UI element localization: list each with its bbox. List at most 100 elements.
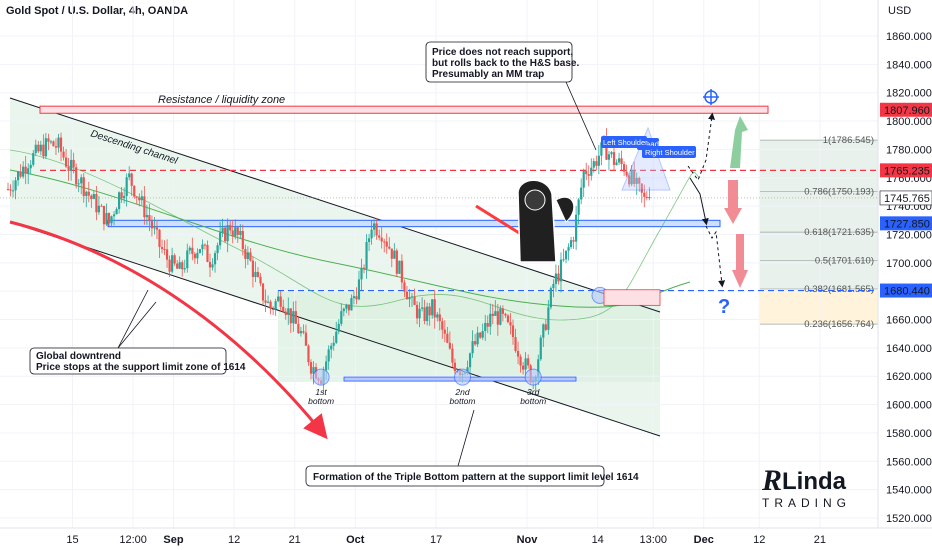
top-note-pointer — [565, 81, 597, 151]
candle-body — [282, 306, 285, 312]
candle-body — [330, 345, 333, 350]
candle-body — [597, 155, 600, 166]
price-tag-label: 1765.235 — [884, 165, 930, 177]
sticker-saber — [475, 204, 525, 238]
candle-body — [360, 267, 363, 280]
candle-body — [405, 291, 409, 300]
candle-body — [193, 253, 196, 259]
candle-body — [367, 238, 371, 243]
candle-body — [135, 196, 138, 198]
downtrend-arc — [9, 220, 328, 440]
candle-body — [501, 308, 504, 314]
candle-body — [325, 361, 328, 371]
candle-body — [264, 300, 267, 303]
currency-label: USD — [888, 5, 912, 17]
candle-body — [375, 223, 378, 236]
candle-body — [403, 282, 406, 292]
candle-body — [241, 230, 244, 250]
bottom-note-text: Formation of the Triple Bottom pattern a… — [313, 472, 639, 483]
candle-body — [143, 196, 146, 218]
left-note-line1: Global downtrend — [36, 351, 121, 362]
left-shoulder-label: Left Shoulder — [603, 138, 648, 147]
candle-body — [168, 259, 171, 272]
candle-body — [92, 194, 95, 199]
channel-bottom-line — [9, 221, 661, 437]
x-tick-label: Nov — [517, 534, 539, 546]
sticker-arm — [555, 197, 575, 223]
candle-body — [201, 244, 204, 250]
candle-body — [620, 158, 623, 165]
candle-body — [17, 171, 20, 181]
candle-body — [352, 296, 356, 299]
candle-body — [408, 296, 411, 300]
candle-body — [128, 173, 131, 178]
candle-body — [213, 253, 217, 265]
x-tick-label: 21 — [814, 534, 826, 546]
candle-body — [537, 359, 540, 378]
candle-body — [80, 177, 83, 184]
projection-up — [687, 112, 715, 182]
candle-body — [395, 250, 398, 274]
candle-body — [34, 144, 37, 154]
candle-body — [539, 337, 542, 360]
candle-body — [610, 152, 613, 155]
candle-body — [441, 321, 444, 330]
price-tag-label: 1745.765 — [884, 193, 930, 205]
candle-body — [294, 311, 297, 324]
candle-body — [592, 161, 595, 168]
candle-body — [335, 331, 338, 343]
candle-body — [342, 308, 345, 312]
candle-body — [254, 271, 257, 278]
candle-body — [219, 232, 222, 246]
candle-body — [198, 249, 201, 253]
candle-body — [59, 137, 63, 152]
candle-body — [100, 205, 103, 207]
candle-body — [572, 240, 575, 242]
candle-body — [130, 173, 133, 186]
breakout-box — [603, 289, 661, 306]
candle-body — [522, 365, 525, 370]
grid-layer — [0, 0, 878, 528]
candle-body — [567, 247, 570, 251]
y-tick-label: 1720.000 — [886, 229, 932, 241]
candle-body — [110, 216, 113, 224]
candle-body — [158, 229, 161, 247]
candle-body — [178, 262, 181, 269]
candle-body — [165, 249, 169, 260]
candle-body — [312, 367, 315, 374]
candle-body — [471, 341, 474, 354]
candle-body — [19, 171, 22, 177]
y-tick-label: 1860.000 — [886, 31, 932, 43]
candle-body — [153, 227, 156, 229]
candle-body — [259, 276, 262, 284]
moving-average-fast — [9, 149, 701, 321]
candle-body — [380, 237, 383, 242]
candle-body — [431, 299, 434, 316]
fib-label: 1(1786.545) — [823, 135, 874, 146]
candle-body — [42, 144, 45, 157]
candle-body — [208, 261, 212, 268]
candle-body — [554, 273, 558, 284]
candle-body — [446, 333, 449, 343]
candle-body — [582, 170, 585, 188]
bottom-label: 3rd — [527, 387, 540, 397]
candle-body — [474, 341, 477, 345]
candle-body — [623, 164, 626, 172]
candle-body — [645, 196, 648, 198]
price-tag-neck — [880, 283, 932, 298]
right-shoulder-label: Right Shoulder — [645, 148, 695, 157]
candle-body — [499, 308, 502, 325]
candle-body — [640, 183, 643, 193]
candle-body — [633, 170, 636, 184]
candle-body — [436, 314, 439, 318]
candle-body — [302, 331, 305, 333]
y-tick-label: 1840.000 — [886, 59, 932, 71]
candle-body — [37, 144, 40, 152]
bottom-label: 1st — [315, 387, 327, 397]
candle-body — [140, 196, 143, 201]
channel-top-line — [9, 97, 661, 313]
candle-body — [256, 271, 260, 277]
y-tick-label: 1580.000 — [886, 428, 932, 440]
candle-body — [160, 246, 164, 249]
